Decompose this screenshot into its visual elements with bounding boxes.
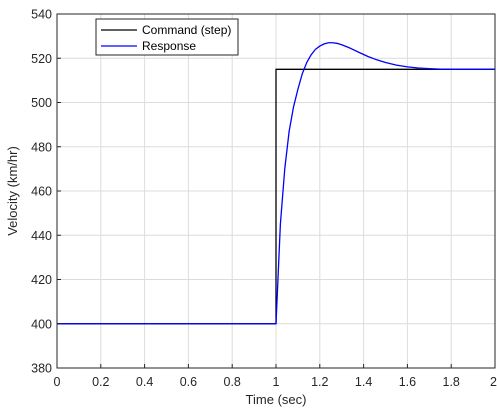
y-tick-label: 480 xyxy=(31,140,52,154)
x-tick-label: 1 xyxy=(273,375,280,389)
series-line-response xyxy=(57,42,495,325)
legend-label-response: Response xyxy=(142,39,196,53)
x-tick-label: 1.4 xyxy=(355,375,372,389)
x-tick-label: 1.2 xyxy=(311,375,328,389)
x-tick-label: 2 xyxy=(490,375,497,389)
series-layer xyxy=(57,42,495,325)
x-tick-label: 0.2 xyxy=(92,375,109,389)
legend-label-command: Command (step) xyxy=(142,23,231,37)
y-axis-title: Velocity (km/hr) xyxy=(5,146,20,236)
x-tick-label: 0.6 xyxy=(180,375,197,389)
x-tick-label: 0 xyxy=(54,375,61,389)
legend-box xyxy=(95,18,239,56)
y-tick-label: 400 xyxy=(31,317,52,331)
y-tick-label: 540 xyxy=(31,8,52,22)
legend: Command (step) Response xyxy=(95,18,239,56)
x-tick-label: 0.4 xyxy=(136,375,153,389)
tick-labels: 0 0.2 0.4 0.6 0.8 1 1.2 1.4 1.6 1.8 2 380 400 420 440 4… xyxy=(31,8,497,390)
x-tick-label: 1.6 xyxy=(399,375,416,389)
y-tick-label: 440 xyxy=(31,229,52,243)
y-tick-label: 460 xyxy=(31,185,52,199)
x-tick-label: 0.8 xyxy=(224,375,241,389)
y-tick-label: 520 xyxy=(31,52,52,66)
y-tick-label: 420 xyxy=(31,273,52,287)
x-tick-label: 1.8 xyxy=(443,375,460,389)
y-tick-label: 500 xyxy=(31,96,52,110)
x-axis-title: Time (sec) xyxy=(246,392,307,407)
y-tick-label: 380 xyxy=(31,362,52,376)
